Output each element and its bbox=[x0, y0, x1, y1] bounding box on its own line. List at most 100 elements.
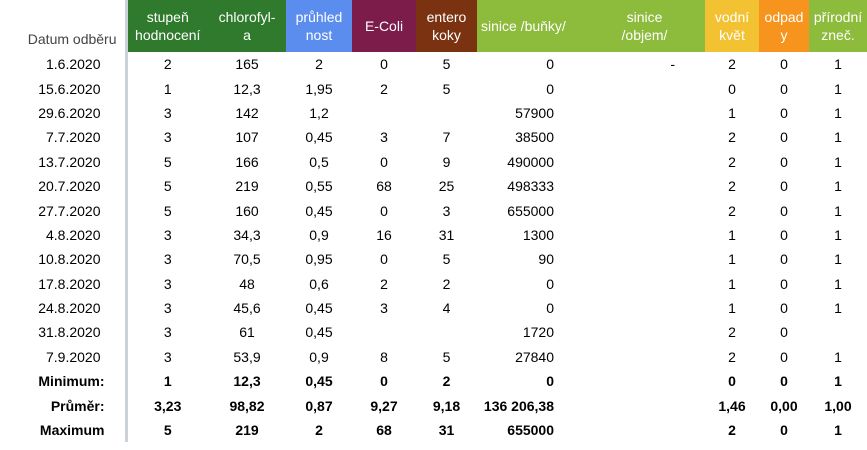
cell-vodni-kvet: 1 bbox=[728, 226, 736, 243]
summary-row: Maximum 5 219 2 68 31 655000 2 0 1 bbox=[0, 417, 867, 443]
cell-chlorofyl: 12,3 bbox=[233, 80, 261, 97]
cell-chlorofyl: 142 bbox=[235, 104, 259, 121]
cell-datum: 27.7.2020 bbox=[0, 198, 128, 223]
cell-stupen: 3 bbox=[163, 300, 172, 317]
cell-vodni-kvet: 2 bbox=[728, 153, 736, 170]
cell-sinice-bunky: 0 bbox=[546, 373, 554, 390]
cell-pruhlednost: 0,45 bbox=[305, 300, 333, 317]
table-row: 13.7.2020 5 166 0,5 0 9 490000 2 0 1 bbox=[0, 149, 867, 174]
cell-odpady: 0 bbox=[780, 80, 788, 97]
cell-vodni-kvet: 2 bbox=[728, 348, 736, 365]
cell-sinice-objem bbox=[584, 369, 705, 393]
cell-prirodni: 1 bbox=[834, 300, 842, 317]
cell-ecoli bbox=[352, 320, 416, 344]
cell-pruhlednost: 1,2 bbox=[309, 104, 329, 121]
cell-sinice-bunky: 498333 bbox=[507, 178, 554, 195]
cell-chlorofyl: 160 bbox=[235, 202, 259, 219]
cell-pruhlednost: 2 bbox=[315, 422, 323, 439]
cell-ecoli: 68 bbox=[376, 178, 392, 195]
cell-stupen: 1 bbox=[163, 373, 172, 390]
cell-odpady: 0,00 bbox=[770, 397, 798, 414]
cell-prirodni: 1 bbox=[834, 226, 842, 243]
cell-prirodni: 1 bbox=[834, 275, 842, 292]
cell-datum: 20.7.2020 bbox=[0, 173, 128, 199]
cell-pruhlednost: 0,9 bbox=[309, 348, 329, 365]
cell-chlorofyl: 165 bbox=[235, 56, 259, 73]
cell-vodni-kvet: 2 bbox=[728, 324, 736, 341]
cell-sinice-objem bbox=[584, 418, 705, 442]
cell-prirodni: 1 bbox=[834, 56, 842, 73]
cell-sinice-objem: - bbox=[670, 56, 675, 73]
cell-vodni-kvet: 2 bbox=[728, 129, 736, 146]
cell-vodni-kvet: 0 bbox=[728, 80, 736, 97]
cell-pruhlednost: 0,9 bbox=[309, 226, 329, 243]
cell-chlorofyl: 70,5 bbox=[233, 251, 261, 268]
cell-sinice-objem bbox=[584, 272, 705, 296]
cell-sinice-objem bbox=[584, 320, 705, 344]
cell-datum: 7.7.2020 bbox=[0, 125, 128, 150]
cell-pruhlednost: 0,87 bbox=[305, 397, 333, 414]
cell-sinice-objem bbox=[584, 296, 705, 320]
cell-entero: 4 bbox=[442, 300, 451, 317]
cell-entero: 31 bbox=[438, 226, 455, 243]
header-chlorofyl-a: chlorofyl-a bbox=[208, 0, 286, 52]
cell-pruhlednost: 1,95 bbox=[305, 80, 333, 97]
cell-sinice-objem bbox=[584, 198, 705, 222]
cell-sinice-bunky: 0 bbox=[546, 80, 554, 97]
cell-ecoli: 0 bbox=[380, 56, 388, 73]
cell-ecoli: 3 bbox=[380, 300, 388, 317]
cell-odpady: 0 bbox=[780, 300, 788, 317]
cell-odpady: 0 bbox=[780, 348, 788, 365]
cell-sinice-objem bbox=[584, 125, 705, 149]
table-row: 29.6.2020 3 142 1,2 57900 1 0 1 bbox=[0, 100, 867, 126]
cell-chlorofyl: 98,82 bbox=[229, 397, 265, 414]
cell-odpady: 0 bbox=[780, 129, 788, 146]
cell-datum: 7.9.2020 bbox=[0, 344, 128, 370]
table-row: 7.7.2020 3 107 0,45 3 7 38500 2 0 1 bbox=[0, 125, 867, 150]
cell-sinice-objem bbox=[584, 223, 705, 247]
cell-datum: 13.7.2020 bbox=[0, 149, 128, 174]
cell-vodni-kvet: 2 bbox=[728, 178, 736, 195]
cell-datum: Průměr: bbox=[0, 393, 128, 418]
cell-stupen: 3 bbox=[163, 129, 172, 146]
cell-chlorofyl: 219 bbox=[235, 422, 259, 439]
cell-entero: 3 bbox=[442, 202, 451, 219]
cell-vodni-kvet: 1 bbox=[728, 104, 736, 121]
cell-pruhlednost: 0,6 bbox=[309, 275, 329, 292]
cell-pruhlednost: 0,45 bbox=[305, 202, 333, 219]
header-sinice-bunky: sinice /buňky/ bbox=[477, 0, 584, 52]
cell-ecoli: 0 bbox=[380, 153, 388, 170]
cell-datum: 31.8.2020 bbox=[0, 320, 128, 345]
cell-ecoli: 68 bbox=[376, 422, 392, 439]
cell-datum: 1.6.2020 bbox=[0, 52, 128, 77]
table-row: 15.6.2020 1 12,3 1,95 2 5 0 0 0 1 bbox=[0, 76, 867, 101]
cell-sinice-objem bbox=[584, 345, 705, 369]
cell-odpady: 0 bbox=[780, 422, 788, 439]
cell-sinice-bunky: 0 bbox=[546, 300, 554, 317]
cell-entero: 7 bbox=[442, 129, 451, 146]
cell-ecoli: 2 bbox=[380, 275, 388, 292]
cell-prirodni: 1 bbox=[834, 251, 842, 268]
cell-vodni-kvet: 1 bbox=[728, 251, 736, 268]
cell-pruhlednost: 0,55 bbox=[305, 178, 333, 195]
cell-datum: 29.6.2020 bbox=[0, 100, 128, 126]
cell-stupen: 3 bbox=[163, 226, 172, 243]
cell-entero: 5 bbox=[442, 56, 451, 73]
table-row: 27.7.2020 5 160 0,45 0 3 655000 2 0 1 bbox=[0, 198, 867, 223]
cell-ecoli: 8 bbox=[380, 348, 388, 365]
cell-pruhlednost: 2 bbox=[315, 56, 323, 73]
cell-entero bbox=[416, 101, 477, 125]
cell-sinice-bunky: 57900 bbox=[515, 104, 554, 121]
cell-chlorofyl: 61 bbox=[239, 324, 255, 341]
cell-entero: 25 bbox=[438, 178, 455, 195]
cell-vodni-kvet: 2 bbox=[728, 202, 736, 219]
cell-ecoli: 2 bbox=[380, 80, 388, 97]
cell-sinice-objem bbox=[584, 393, 705, 417]
cell-chlorofyl: 12,3 bbox=[233, 373, 261, 390]
cell-entero: 9,18 bbox=[432, 397, 461, 414]
cell-stupen: 3 bbox=[163, 348, 172, 365]
header-stupen-hodnoceni: stupeň hodnocení bbox=[126, 0, 208, 52]
cell-odpady: 0 bbox=[780, 373, 788, 390]
cell-datum: Maximum bbox=[0, 417, 128, 443]
cell-prirodni: 1 bbox=[834, 129, 842, 146]
